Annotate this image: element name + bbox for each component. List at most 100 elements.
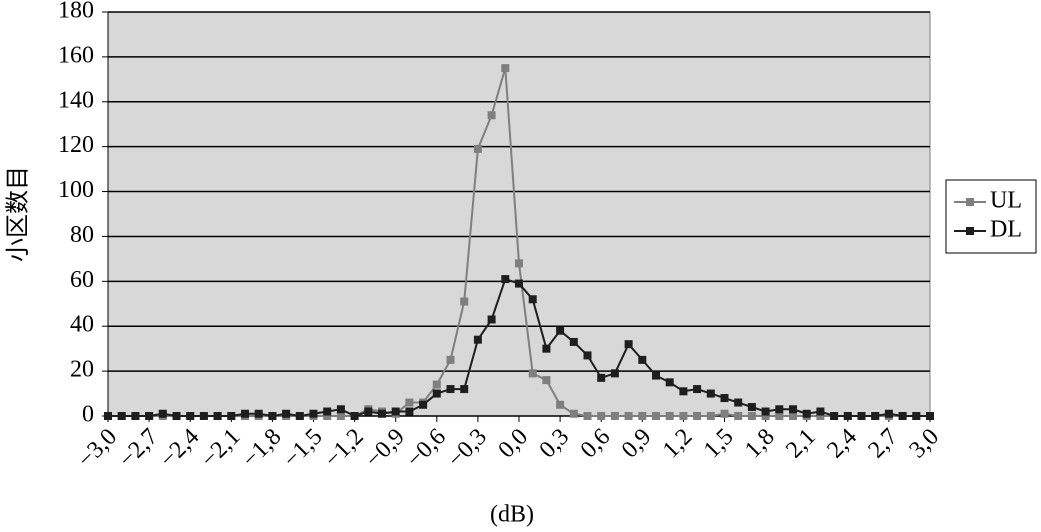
marker [624, 412, 633, 420]
x-tick-label: 1,2 [658, 424, 698, 464]
marker [556, 400, 565, 409]
marker [693, 385, 702, 394]
x-tick-label: 0,9 [617, 424, 657, 464]
x-tick-label: 0,0 [494, 424, 534, 464]
marker [528, 295, 537, 304]
marker [926, 412, 934, 420]
marker [665, 378, 674, 387]
marker [583, 351, 592, 360]
marker [720, 409, 729, 418]
x-tick-label: 2,1 [781, 424, 821, 464]
marker [528, 369, 537, 378]
marker [336, 412, 345, 420]
marker [898, 412, 907, 420]
marker [857, 412, 866, 420]
marker [624, 340, 633, 349]
marker [706, 412, 715, 420]
marker [419, 400, 428, 409]
marker [364, 407, 373, 416]
marker [693, 412, 702, 420]
marker [282, 409, 291, 418]
marker [501, 275, 510, 284]
marker [652, 371, 660, 380]
marker [432, 380, 441, 389]
marker [199, 412, 208, 420]
marker [378, 409, 386, 418]
marker [720, 394, 729, 403]
marker [446, 385, 455, 394]
legend-marker [966, 198, 974, 206]
marker [638, 355, 647, 364]
legend-marker [966, 227, 974, 235]
marker [460, 297, 469, 306]
x-tick-label: 3,0 [905, 424, 945, 464]
marker [610, 369, 619, 378]
marker [172, 412, 181, 420]
x-tick-label: −1,2 [320, 424, 369, 473]
marker [597, 373, 606, 382]
marker [843, 412, 852, 420]
plot-area [107, 11, 931, 417]
marker [158, 409, 167, 418]
marker [391, 407, 400, 416]
x-tick-label: −3,0 [73, 424, 122, 473]
marker [432, 389, 441, 398]
x-tick-label: 0,3 [535, 424, 575, 464]
y-tick-label: 80 [70, 222, 94, 248]
marker [747, 412, 756, 420]
marker [542, 376, 551, 385]
marker [789, 412, 797, 420]
marker [569, 337, 578, 346]
marker [652, 412, 660, 420]
y-tick-label: 180 [58, 0, 94, 24]
marker [679, 387, 688, 396]
marker [761, 412, 770, 420]
y-tick-label: 40 [70, 312, 94, 338]
marker [884, 409, 893, 418]
marker [734, 412, 743, 420]
marker [117, 412, 126, 420]
marker [816, 412, 825, 420]
x-tick-label: −2,1 [196, 424, 245, 473]
marker [747, 403, 756, 412]
marker [556, 326, 565, 335]
marker [775, 405, 784, 414]
marker [501, 64, 510, 73]
marker [583, 412, 592, 420]
x-tick-label: 2,7 [863, 424, 903, 464]
y-tick-label: 60 [70, 267, 94, 293]
marker [213, 412, 222, 420]
legend-label: UL [990, 188, 1022, 214]
marker [487, 315, 496, 324]
marker [460, 385, 469, 394]
marker [446, 355, 455, 364]
marker [241, 409, 249, 418]
marker [802, 409, 811, 418]
marker [323, 407, 332, 416]
marker [227, 412, 236, 420]
marker [597, 412, 606, 420]
marker [515, 279, 523, 288]
marker [542, 344, 551, 353]
marker [761, 407, 770, 416]
x-tick-label: −0,6 [402, 424, 451, 473]
y-tick-label: 140 [58, 87, 94, 113]
marker [309, 409, 318, 418]
legend-box [945, 179, 1037, 254]
marker [706, 389, 715, 398]
marker [789, 405, 797, 414]
marker [186, 412, 195, 420]
marker [638, 412, 647, 420]
x-tick-label: 1,5 [699, 424, 739, 464]
x-tick-label: 2,4 [822, 424, 862, 464]
x-tick-label: −2,7 [114, 424, 163, 473]
x-tick-label: −2,4 [155, 424, 204, 473]
y-tick-label: 0 [82, 402, 94, 428]
marker [515, 259, 523, 268]
marker [487, 111, 496, 120]
marker [336, 405, 345, 414]
marker [816, 407, 825, 416]
marker [912, 412, 921, 420]
